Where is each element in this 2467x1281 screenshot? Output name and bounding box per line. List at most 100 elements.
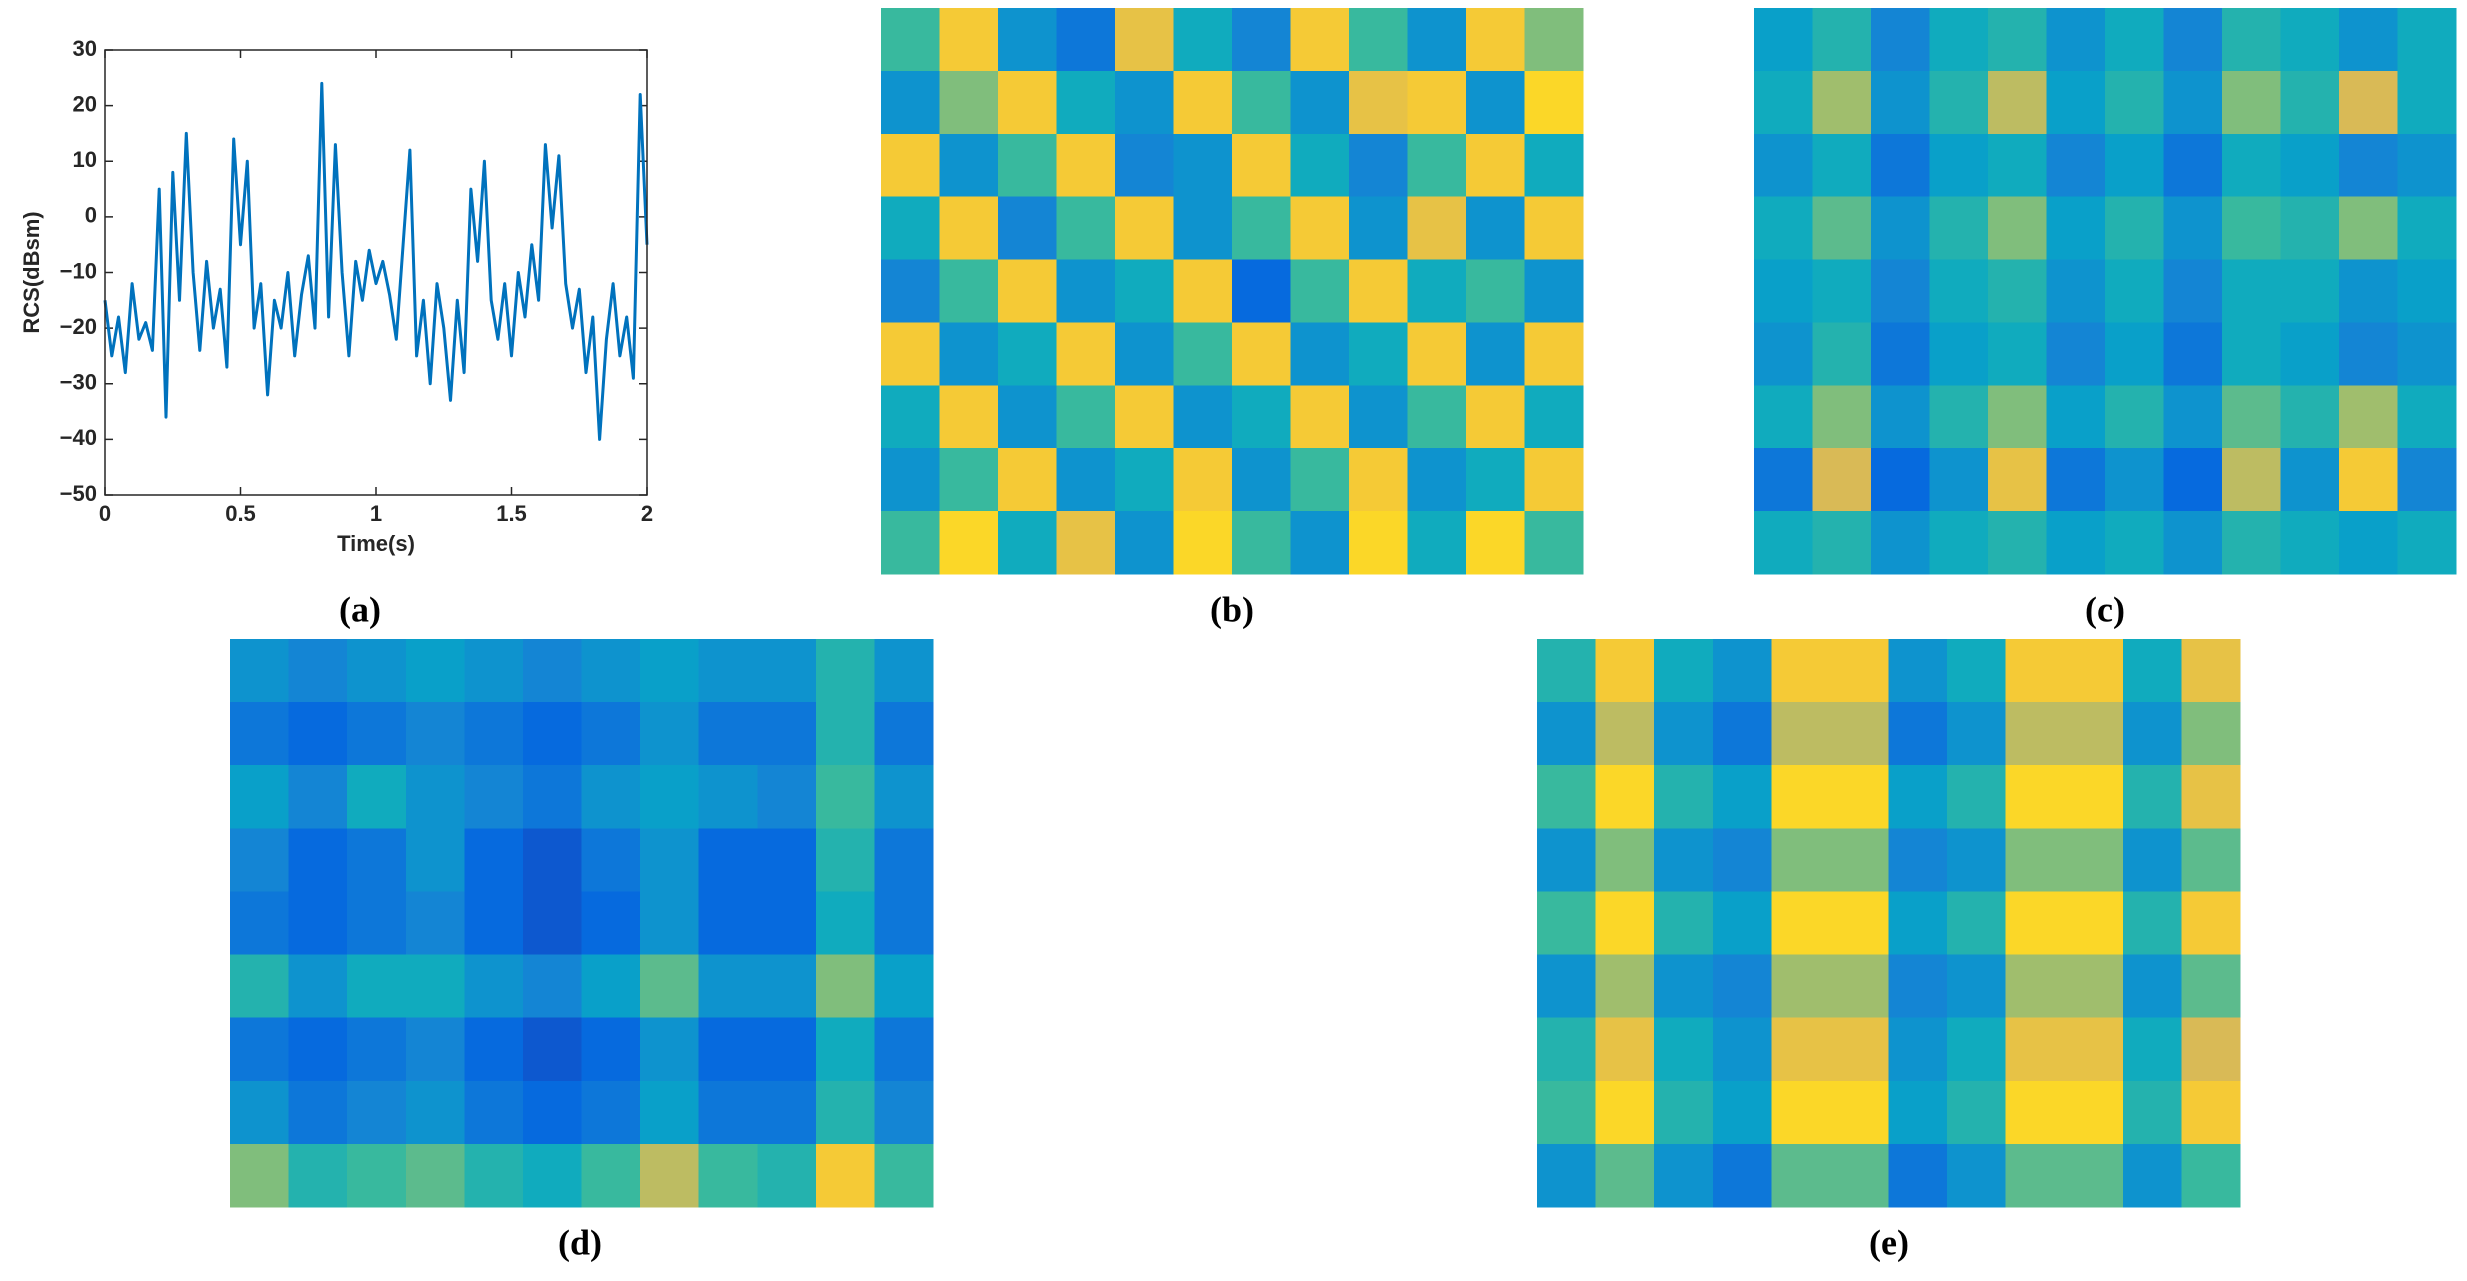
heatmap-cell (2046, 196, 2106, 261)
heatmap-cell (757, 954, 817, 1019)
heatmap-cell (1988, 511, 2047, 575)
heatmap-cell (2105, 70, 2164, 135)
heatmap-cell (1754, 322, 1813, 386)
heatmap-cell (881, 133, 940, 198)
heatmap-cell (522, 639, 582, 703)
heatmap-cell (1115, 511, 1174, 575)
heatmap-cell (2280, 448, 2340, 512)
heatmap-cell (347, 702, 407, 766)
heatmap-cell (1871, 322, 1930, 386)
heatmap-cell (1349, 8, 1408, 72)
heatmap-cell (881, 385, 940, 449)
heatmap-cell (698, 1080, 758, 1145)
heatmap-cell (874, 702, 934, 766)
heatmap-cell (230, 702, 290, 766)
heatmap-cell (464, 702, 524, 766)
heatmap-cell (347, 1017, 407, 1082)
heatmap-cell (874, 639, 934, 703)
heatmap-cell (1754, 8, 1813, 72)
heatmap-cell (757, 1017, 817, 1082)
heatmap-cell (1349, 385, 1408, 449)
heatmap-cell (1056, 448, 1116, 512)
heatmap-cell (347, 1080, 407, 1145)
heatmap-cell (1407, 133, 1467, 198)
heatmap-cell (998, 70, 1057, 135)
heatmap-cell (1929, 70, 1989, 135)
heatmap-cell (1537, 828, 1597, 892)
heatmap-cell (2280, 70, 2340, 135)
heatmap-cell (998, 133, 1057, 198)
heatmap-cell (1771, 765, 1831, 829)
heatmap-cell (1654, 891, 1714, 956)
heatmap-cell (1115, 448, 1174, 512)
heatmap-cell (1595, 954, 1655, 1019)
heatmap-cell (1290, 385, 1350, 449)
heatmap-cell (288, 1080, 348, 1145)
heatmap-cell (1947, 954, 2007, 1019)
heatmap-cell (2046, 448, 2106, 512)
heatmap-cell (2181, 765, 2241, 829)
heatmap-cell (2397, 511, 2457, 575)
heatmap-cell (2181, 702, 2241, 766)
heatmap-cell (1888, 765, 1948, 829)
y-tick-label: −50 (60, 481, 97, 506)
heatmap-cell (1988, 385, 2047, 449)
heatmap-cell (2280, 511, 2340, 575)
heatmap-cell (1829, 828, 1889, 892)
heatmap-cell (1812, 70, 1872, 135)
heatmap-cell (1349, 511, 1408, 575)
heatmap-cell (1654, 639, 1714, 703)
heatmap-cell (1290, 133, 1350, 198)
heatmap-cell (1712, 1017, 1772, 1082)
heatmap-cell (1173, 196, 1233, 261)
heatmap-cell (939, 322, 999, 386)
heatmap-cell (1466, 511, 1525, 575)
heatmap-cell (698, 1143, 758, 1208)
heatmap-cell (2005, 1017, 2065, 1082)
heatmap-cell (2122, 891, 2182, 956)
heatmap-cell (1929, 322, 1989, 386)
heatmap-cell (1947, 828, 2007, 892)
heatmap-cell (2181, 1080, 2241, 1145)
heatmap-cell (230, 891, 290, 956)
heatmap-cell (2064, 891, 2124, 956)
heatmap-cell (1595, 891, 1655, 956)
heatmap-cell (464, 765, 524, 829)
heatmap-cell (1771, 954, 1831, 1019)
heatmap-cell (2105, 133, 2164, 198)
heatmap-cell (1232, 448, 1291, 512)
heatmap-cell (2046, 259, 2106, 323)
heatmap-cell (1712, 639, 1772, 703)
heatmap-cell (2064, 639, 2124, 703)
heatmap-cell (2280, 259, 2340, 323)
heatmap-cell (939, 259, 999, 323)
heatmap-cell (2163, 259, 2223, 323)
heatmap-cell (1537, 1080, 1597, 1145)
heatmap-cell (1771, 828, 1831, 892)
heatmap-cell (2105, 8, 2164, 72)
heatmap-cell (1115, 133, 1174, 198)
heatmap-cell (1712, 765, 1772, 829)
heatmap-cell (288, 765, 348, 829)
heatmap-cell (640, 891, 700, 956)
heatmap-cell (2181, 639, 2241, 703)
heatmap-cell (757, 1143, 817, 1208)
heatmap-cell (939, 385, 999, 449)
heatmap-cell (464, 1143, 524, 1208)
x-axis-label: Time(s) (337, 531, 415, 556)
heatmap-cell (1056, 196, 1116, 261)
heatmap-cell (939, 448, 999, 512)
heatmap-cell (998, 385, 1057, 449)
x-tick-label: 2 (641, 501, 653, 526)
heatmap-cell (2280, 385, 2340, 449)
heatmap-cell (1888, 1017, 1948, 1082)
heatmap-cell (230, 1143, 290, 1208)
heatmap-cell (2064, 828, 2124, 892)
heatmap-cell (1754, 70, 1813, 135)
heatmap-cell (1988, 133, 2047, 198)
heatmap-cell (288, 639, 348, 703)
heatmap-cell (2046, 8, 2106, 72)
heatmap-cell (2181, 828, 2241, 892)
heatmap-cell (288, 828, 348, 892)
y-tick-label: −30 (60, 370, 97, 395)
